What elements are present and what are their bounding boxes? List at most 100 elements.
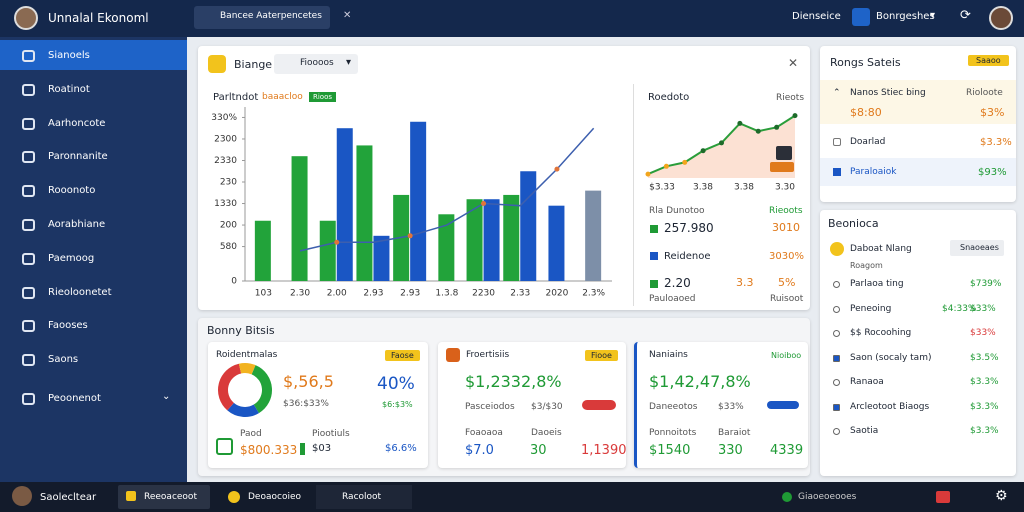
label: $36:$33% xyxy=(283,399,329,409)
shape xyxy=(650,252,658,260)
sidebar-item[interactable]: Peoonenot xyxy=(48,393,101,404)
label: Pasceiodos xyxy=(465,402,515,412)
item-icon xyxy=(22,286,35,299)
label: 40% xyxy=(377,374,415,394)
label: Ponnoitots xyxy=(649,428,697,438)
label: Faose xyxy=(385,350,420,361)
label: Piootiuls xyxy=(312,429,350,439)
overview-card xyxy=(198,46,810,310)
row-label: Parlaoa ting xyxy=(850,279,904,289)
label: Froertisiis xyxy=(466,350,510,360)
label: Naniains xyxy=(649,350,688,360)
label: $3.3% xyxy=(980,137,1012,148)
row-value: $3.3% xyxy=(970,377,999,387)
label: $1,42,47,8% xyxy=(649,372,751,391)
sidebar-item[interactable]: Paronnanite xyxy=(48,151,108,163)
sidebar-item[interactable]: Paemoog xyxy=(48,252,95,264)
shape: 257.980 xyxy=(650,221,714,235)
label[interactable]: Snaoeaes xyxy=(950,240,1004,256)
row-value: $739% xyxy=(970,279,1002,289)
trend-title: Roedoto xyxy=(648,92,690,103)
item-icon xyxy=(22,83,35,96)
label: $6:$3% xyxy=(382,400,413,409)
label: $7.0 xyxy=(465,443,494,458)
tab-close[interactable]: ✕ xyxy=(343,10,352,21)
label: Saaoo xyxy=(968,55,1009,66)
label: 3030% xyxy=(769,251,804,262)
select[interactable]: Fioooos xyxy=(274,54,358,74)
row-label: Ranaoa xyxy=(850,377,884,387)
label: $03 xyxy=(312,443,332,454)
row-icon xyxy=(833,354,840,362)
shape xyxy=(820,158,1016,186)
avatar xyxy=(14,6,38,30)
label: Roagom xyxy=(850,261,883,270)
link[interactable]: Dienseice xyxy=(792,11,841,22)
label: Paraloaiok xyxy=(850,167,897,177)
top-bar xyxy=(0,0,1024,37)
row-value: $3.3% xyxy=(970,426,999,436)
sidebar-item[interactable]: Roatinot xyxy=(48,83,90,95)
label: $8:80 xyxy=(850,106,882,119)
shape: ⌃ xyxy=(833,88,841,98)
card-title: Biange xyxy=(234,58,273,71)
label: Fiooe xyxy=(585,350,618,361)
chart-title: Parltndot xyxy=(213,92,259,103)
card-title: Bonny Bitsis xyxy=(207,324,275,337)
label: 4339 xyxy=(770,443,804,458)
avatar xyxy=(989,6,1013,30)
app-title: Unnalal Ekonoml xyxy=(48,11,149,25)
sidebar-item[interactable]: Aarhoncote xyxy=(48,117,106,129)
shape xyxy=(300,443,305,455)
item-icon xyxy=(22,320,35,333)
label: Daboat Nlang xyxy=(850,244,912,254)
shape[interactable] xyxy=(316,485,412,509)
sidebar-item[interactable]: Faooses xyxy=(48,320,88,332)
row-value: $33% xyxy=(970,303,996,314)
label: 257.980 xyxy=(664,221,714,235)
label: $93% xyxy=(978,167,1007,178)
shape: 2.20 xyxy=(650,276,691,290)
label: Deoaocoieo xyxy=(248,492,301,502)
label: Baraiot xyxy=(718,428,751,438)
item-icon xyxy=(22,354,35,367)
menu[interactable]: Bonrgeshes xyxy=(876,11,935,22)
label: Rioloote xyxy=(966,88,1003,98)
sidebar-item[interactable]: Sianoels xyxy=(48,50,90,61)
item-icon xyxy=(22,117,35,130)
label: Racoloot xyxy=(342,492,382,502)
label: Doarlad xyxy=(850,137,886,147)
caret: ▾ xyxy=(346,57,352,68)
sidebar xyxy=(0,37,187,482)
label: 2.20 xyxy=(664,276,691,290)
sidebar-item[interactable]: Aorabhiane xyxy=(48,219,106,230)
shape xyxy=(782,492,792,502)
item-icon xyxy=(22,393,35,405)
close[interactable]: ✕ xyxy=(788,56,799,70)
sidebar-item[interactable]: Rieoloonetet xyxy=(48,286,112,298)
item-icon xyxy=(22,185,35,198)
refresh[interactable]: ⟳ xyxy=(960,8,971,23)
avatar xyxy=(12,486,32,506)
label: $,56,5 xyxy=(283,372,334,391)
row-value: $33% xyxy=(970,328,996,338)
shape xyxy=(936,491,950,503)
row-icon xyxy=(833,403,840,411)
row-label: Peneoing xyxy=(850,303,892,314)
label: $1,2332,8% xyxy=(465,372,562,391)
label: Rla Dunotoo xyxy=(649,206,705,216)
row-label: Saotia xyxy=(850,426,879,436)
tab[interactable]: Bancee Aaterpencetes xyxy=(194,6,330,29)
label: Pauloaoed xyxy=(649,294,696,304)
label: $3% xyxy=(980,106,1005,119)
row-icon xyxy=(833,305,840,313)
label: 3.3 xyxy=(736,276,754,289)
shape xyxy=(216,438,233,455)
sidebar-item[interactable]: Rooonoto xyxy=(48,185,96,197)
label: Ruisoot xyxy=(770,294,804,304)
sidebar-item[interactable]: Saons xyxy=(48,354,79,366)
menu-caret: ▾ xyxy=(930,10,936,21)
item-icon xyxy=(22,151,35,164)
label: 1,1390 xyxy=(581,443,627,458)
shape xyxy=(650,279,658,288)
